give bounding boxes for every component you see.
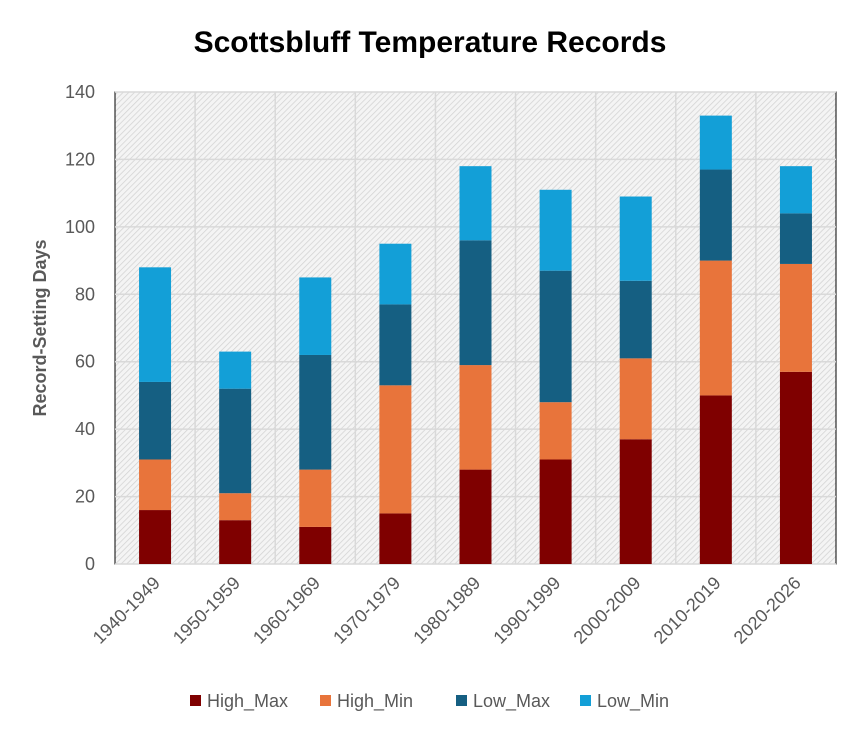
x-tick-label: 1960-1969 [249,573,324,648]
y-tick-label: 60 [75,352,95,372]
bar-low-max [379,304,412,386]
bar-low-min [139,267,172,382]
bar-high-max [459,469,492,564]
bar-low-min [539,189,572,271]
x-tick-label: 1980-1989 [409,573,484,648]
bar-high-min [379,385,412,514]
bar-low-max [779,213,812,264]
x-tick-label: 1990-1999 [489,573,564,648]
bar-low-min [779,166,812,214]
bar-low-max [539,270,572,403]
x-tick-label: 2020-2026 [730,573,805,648]
bar-low-max [619,280,652,359]
bar-low-min [379,243,412,305]
y-tick-label: 0 [85,554,95,574]
y-tick-label: 20 [75,487,95,507]
y-tick-label: 140 [65,82,95,102]
bar-high-max [139,510,172,564]
bar-high-min [139,459,172,511]
y-tick-label: 100 [65,217,95,237]
legend-swatch [320,695,331,706]
y-tick-label: 120 [65,149,95,169]
bar-high-min [619,358,652,440]
bar-high-min [459,365,492,470]
legend-swatch [580,695,591,706]
bar-high-min [219,493,252,521]
legend-swatch [456,695,467,706]
bar-high-max [779,371,812,564]
x-tick-label: 2010-2019 [650,573,725,648]
bar-low-min [699,115,732,170]
x-tick-label: 1970-1979 [329,573,404,648]
legend-label: Low_Max [473,691,550,712]
bar-high-max [619,439,652,564]
bar-low-min [299,277,332,355]
bar-high-max [699,395,732,564]
bar-high-min [699,260,732,396]
legend-label: High_Max [207,691,288,712]
y-axis-label: Record-Setting Days [30,239,50,416]
legend-swatch [190,695,201,706]
bar-low-max [219,388,252,494]
bar-low-min [459,166,492,241]
x-tick-label: 2000-2009 [570,573,645,648]
x-tick-label: 1950-1959 [169,573,244,648]
bar-low-max [699,169,732,261]
bar-low-max [139,381,172,460]
bar-low-min [619,196,652,281]
x-tick-label: 1940-1949 [89,573,164,648]
bar-high-max [379,513,412,564]
legend-label: High_Min [337,691,413,712]
bar-low-max [299,354,332,470]
chart-title: Scottsbluff Temperature Records [194,26,667,59]
bar-high-max [539,459,572,564]
y-tick-label: 80 [75,284,95,304]
bar-high-min [299,469,332,527]
bar-high-max [299,526,332,564]
bar-high-max [219,520,252,564]
y-tick-label: 40 [75,419,95,439]
bar-high-min [779,263,812,372]
legend-label: Low_Min [597,691,669,712]
bar-high-min [539,402,572,460]
bar-low-min [219,351,252,389]
bar-low-max [459,240,492,366]
